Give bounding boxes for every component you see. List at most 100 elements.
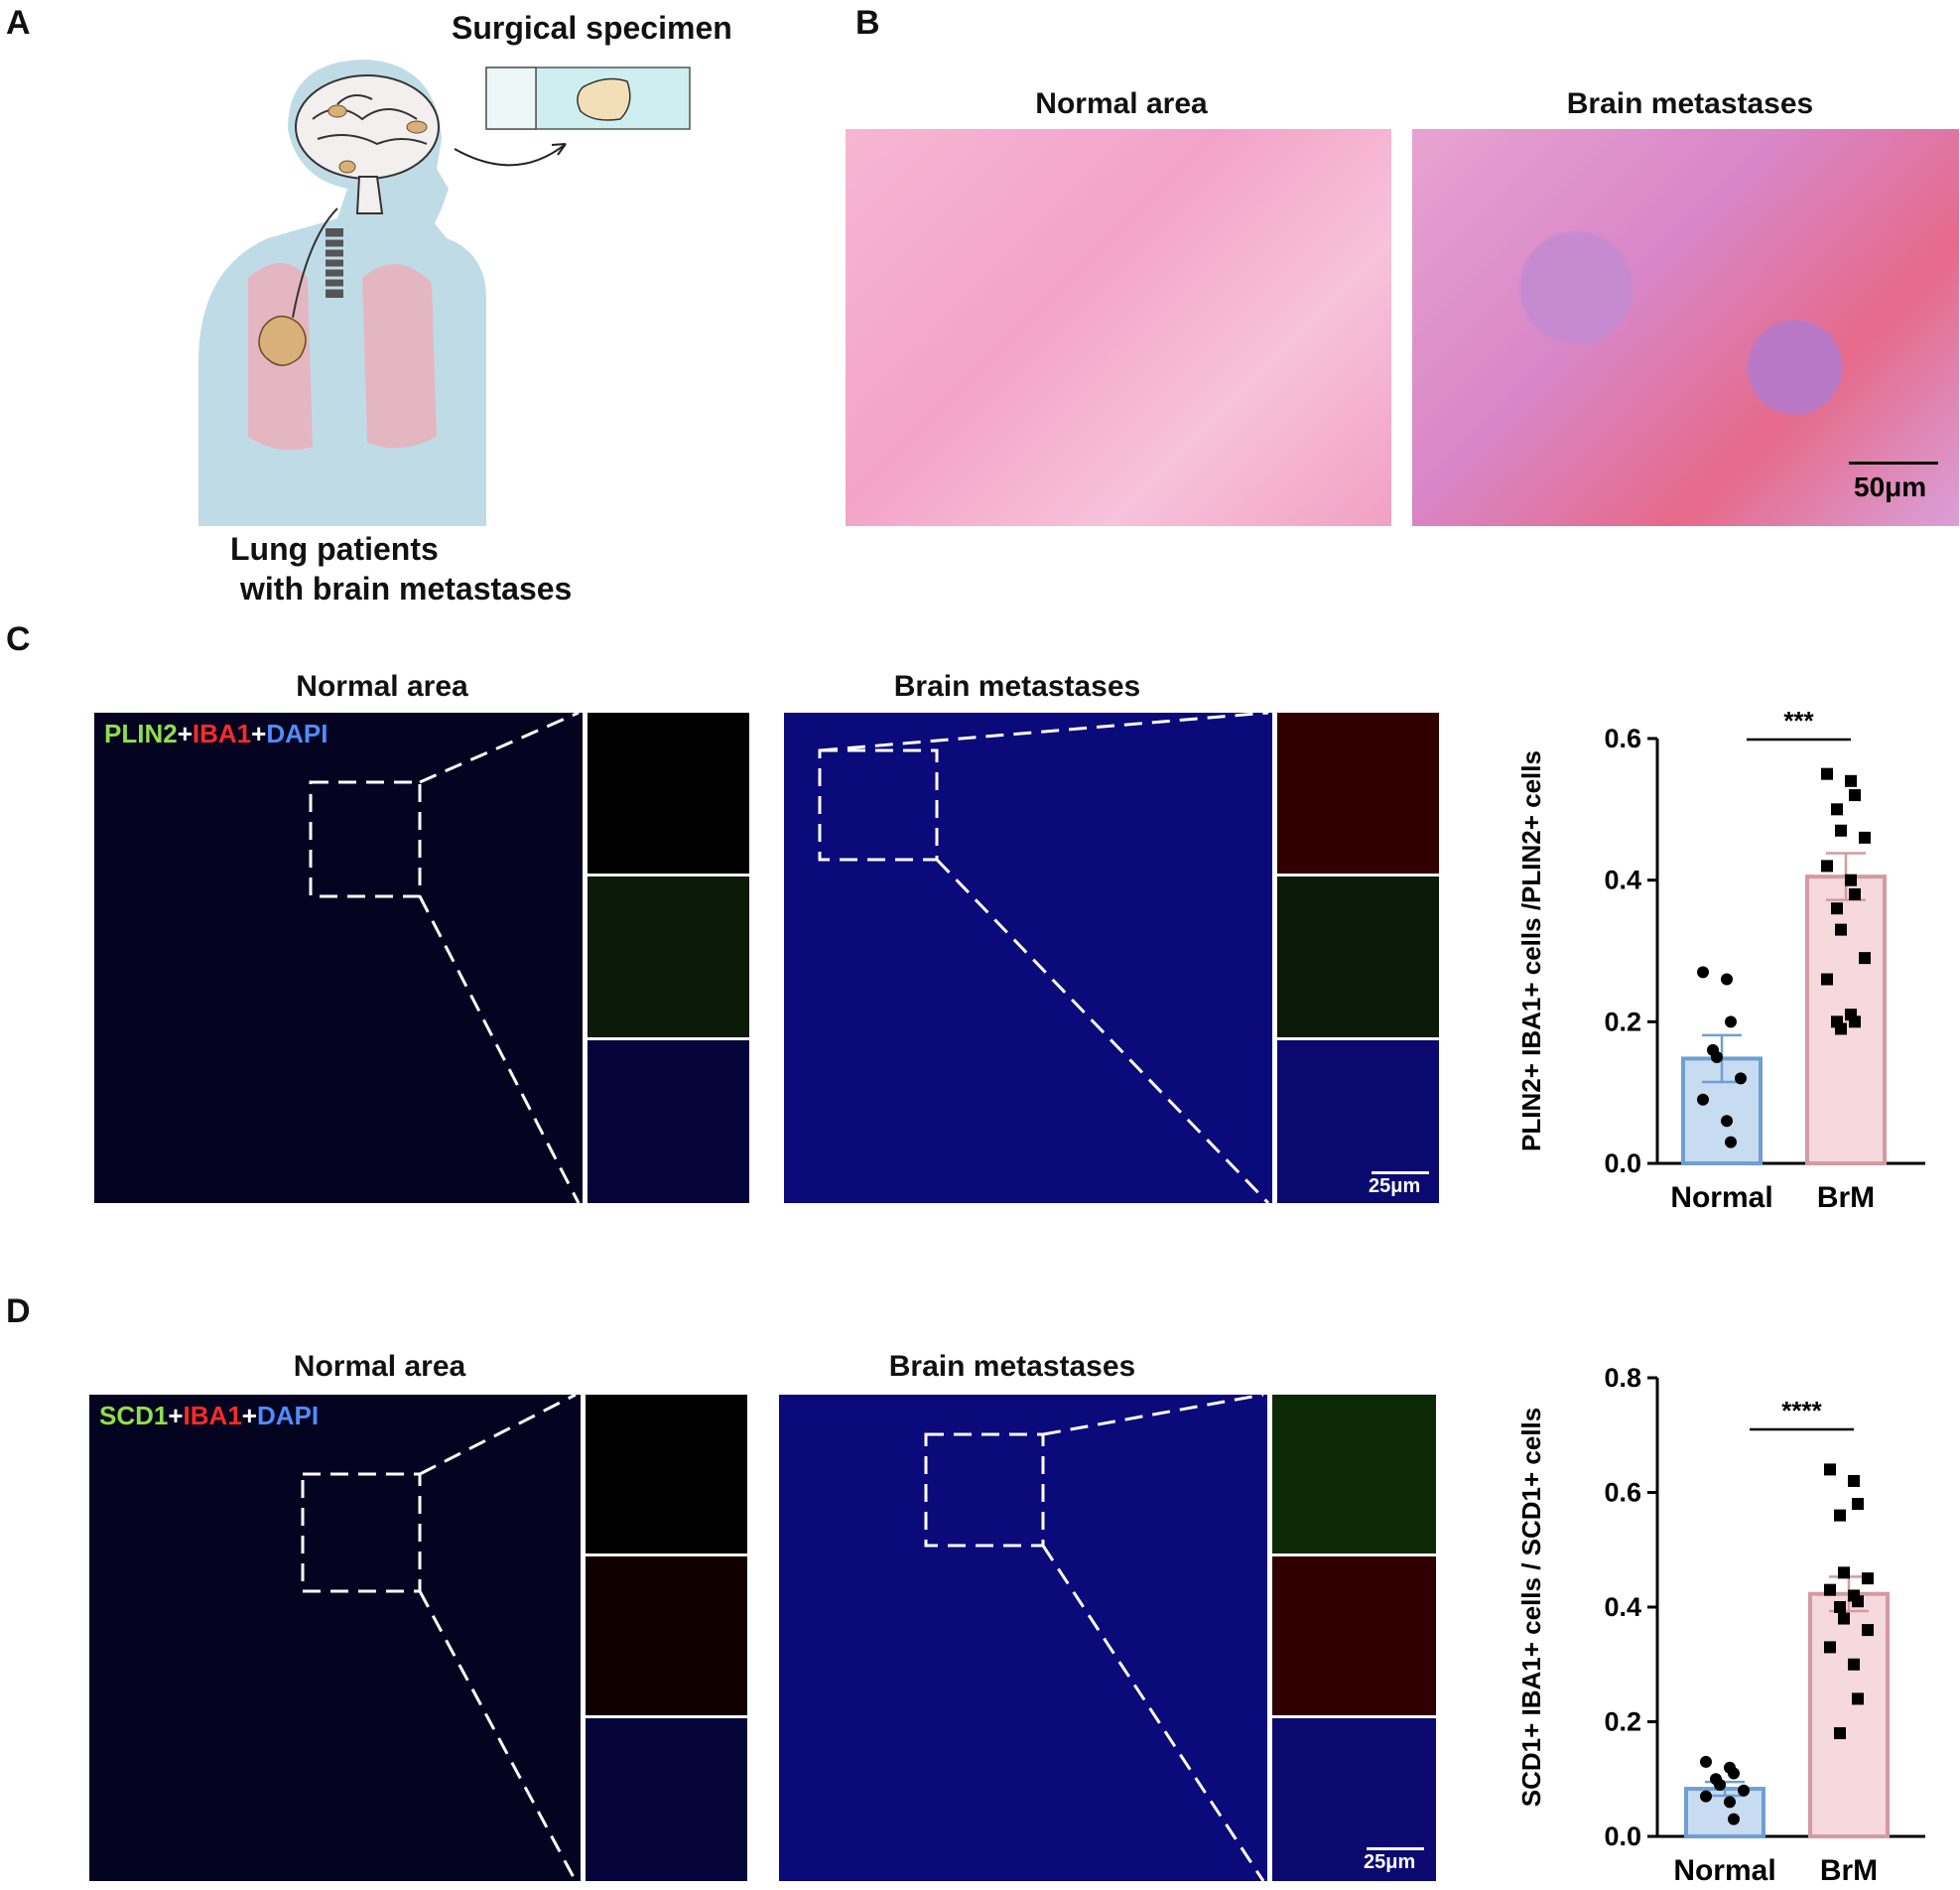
chart-c-point <box>1821 767 1833 780</box>
d-brm-inset-red <box>1272 1556 1436 1715</box>
c-plus-2: + <box>251 719 267 748</box>
chart-d-bar-brm <box>1808 1591 1890 1838</box>
chart-d-point <box>1862 1624 1874 1637</box>
c-marker-dapi: DAPI <box>266 719 328 748</box>
chart-d-point <box>1862 1572 1874 1585</box>
chart-d-y-label: SCD1+ IBA1+ cells / SCD1+ cells <box>1518 1408 1546 1808</box>
chart-c-point <box>1735 1072 1747 1085</box>
chart-d-point <box>1700 1790 1712 1803</box>
chart-d-point <box>1848 1474 1860 1487</box>
chart-c-point <box>1721 973 1733 986</box>
d-brm-inset-green <box>1272 1395 1436 1553</box>
chart-d-point <box>1728 1813 1740 1825</box>
d-title-brm: Brain metastases <box>888 1350 1136 1383</box>
chart-d-y-tick-label: 0.4 <box>1604 1592 1641 1622</box>
chart-c-point <box>1849 887 1861 900</box>
d-title-normal: Normal area <box>293 1350 466 1383</box>
chart-d-point <box>1824 1463 1836 1476</box>
chart-d-point <box>1852 1692 1864 1705</box>
chart-c-point <box>1845 874 1857 886</box>
c-brm-inset-blue: 25μm <box>1277 1040 1439 1203</box>
c-brm-zoom-lines <box>818 713 1270 1203</box>
d-normal-inset-red <box>586 1556 747 1715</box>
d-normal-inset-blue <box>586 1718 747 1881</box>
b-title-normal: Normal area <box>1035 87 1208 120</box>
d-marker-dapi: DAPI <box>256 1401 320 1430</box>
chart-c-point <box>1831 803 1843 816</box>
c-normal-inset-green <box>588 877 749 1037</box>
c-normal-inset-red <box>588 713 749 874</box>
panel-letter-d: D <box>6 1292 31 1330</box>
chart-d-point <box>1852 1498 1864 1511</box>
chart-c-point <box>1697 966 1709 979</box>
chart-d-significance-label: **** <box>1781 1396 1822 1425</box>
chart-c-point <box>1697 1093 1709 1106</box>
chart-c-point <box>1821 973 1833 986</box>
chart-c-bar-normal <box>1681 1056 1763 1165</box>
c-plus-1: + <box>177 719 193 748</box>
chart-d-x-tick-label: BrM <box>1820 1854 1878 1887</box>
d-marker-iba1: IBA1 <box>183 1401 242 1430</box>
d-marker-scd1: SCD1 <box>99 1401 169 1430</box>
chart-d-y-tick-label: 0.0 <box>1604 1822 1641 1851</box>
chart-c-point <box>1849 789 1861 802</box>
d-brm-zoom-lines <box>924 1395 1265 1881</box>
chart-c-significance-label: *** <box>1783 706 1814 736</box>
chart-d-point <box>1738 1784 1750 1797</box>
he-image-brm: 50μm <box>1412 129 1959 526</box>
c-scale-label: 25μm <box>1369 1175 1421 1197</box>
panel-letter-a: A <box>6 4 31 42</box>
chart-c-point <box>1725 1136 1737 1148</box>
lung-tumor-icon <box>258 315 307 366</box>
chart-c-y-tick-label: 0.6 <box>1604 724 1641 753</box>
chart-c-y-tick-label: 0.2 <box>1604 1007 1641 1036</box>
chart-d-y-tick-label: 0.2 <box>1604 1707 1641 1737</box>
chart-d-x-tick-label: Normal <box>1673 1854 1775 1887</box>
panel-letter-b: B <box>855 4 880 42</box>
c-fluor-brm <box>784 713 1272 1203</box>
d-plus-1: + <box>168 1401 184 1430</box>
chart-c-y-tick-label: 0.0 <box>1604 1148 1641 1178</box>
chart-d-y-tick-label: 0.8 <box>1604 1363 1641 1393</box>
d-normal-zoom-lines <box>301 1395 578 1881</box>
chart-c-point <box>1845 774 1857 787</box>
caption-line-2: with brain metastases <box>240 571 573 607</box>
chart-c-point <box>1821 860 1833 873</box>
chart-d-point <box>1714 1779 1726 1792</box>
chart-d-point <box>1824 1583 1836 1596</box>
chart-d-point <box>1724 1796 1736 1809</box>
chart-c-x-tick-label: BrM <box>1817 1181 1875 1214</box>
c-title-normal: Normal area <box>296 670 468 703</box>
d-brm-inset-blue: 25μm <box>1272 1718 1436 1881</box>
chart-d-point <box>1848 1658 1860 1671</box>
d-fluor-brm <box>779 1395 1267 1881</box>
chart-d-y-tick-label: 0.6 <box>1604 1478 1641 1508</box>
patient-illustration <box>198 60 691 526</box>
chart-d-point <box>1838 1566 1850 1579</box>
caption-line-1: Lung patients <box>230 531 439 567</box>
c-scale-bar <box>1372 1171 1429 1174</box>
c-brm-inset-red <box>1277 713 1439 874</box>
chart-d-point <box>1834 1509 1846 1522</box>
d-fluor-normal: SCD1+IBA1+DAPI <box>89 1395 581 1881</box>
c-brm-inset-green <box>1277 877 1439 1037</box>
chart-d-point <box>1838 1612 1850 1625</box>
chart-d: 0.0 0.2 0.4 0.6 0.8 SCD1+ IBA1+ cells / SCD1+… <box>1518 1363 1925 1887</box>
b-scale-bar <box>1849 462 1938 465</box>
c-normal-inset-blue <box>588 1040 749 1203</box>
chart-c-point <box>1835 923 1847 936</box>
d-plus-2: + <box>241 1401 257 1430</box>
chart-d-point <box>1700 1755 1712 1768</box>
chart-c-x-tick-label: Normal <box>1670 1181 1772 1214</box>
d-scale-bar <box>1367 1847 1424 1850</box>
c-marker-plin2: PLIN2 <box>104 719 178 748</box>
chart-c-point <box>1835 1022 1847 1035</box>
panel-letter-c: C <box>6 620 31 658</box>
he-image-normal <box>846 129 1391 526</box>
specimen-label: Surgical specimen <box>452 10 732 46</box>
chart-d-point <box>1824 1641 1836 1654</box>
chart-c-point <box>1835 824 1847 837</box>
lung-right-icon <box>362 264 437 449</box>
c-normal-zoom-lines <box>309 713 581 1203</box>
b-title-brm: Brain metastases <box>1566 87 1814 120</box>
